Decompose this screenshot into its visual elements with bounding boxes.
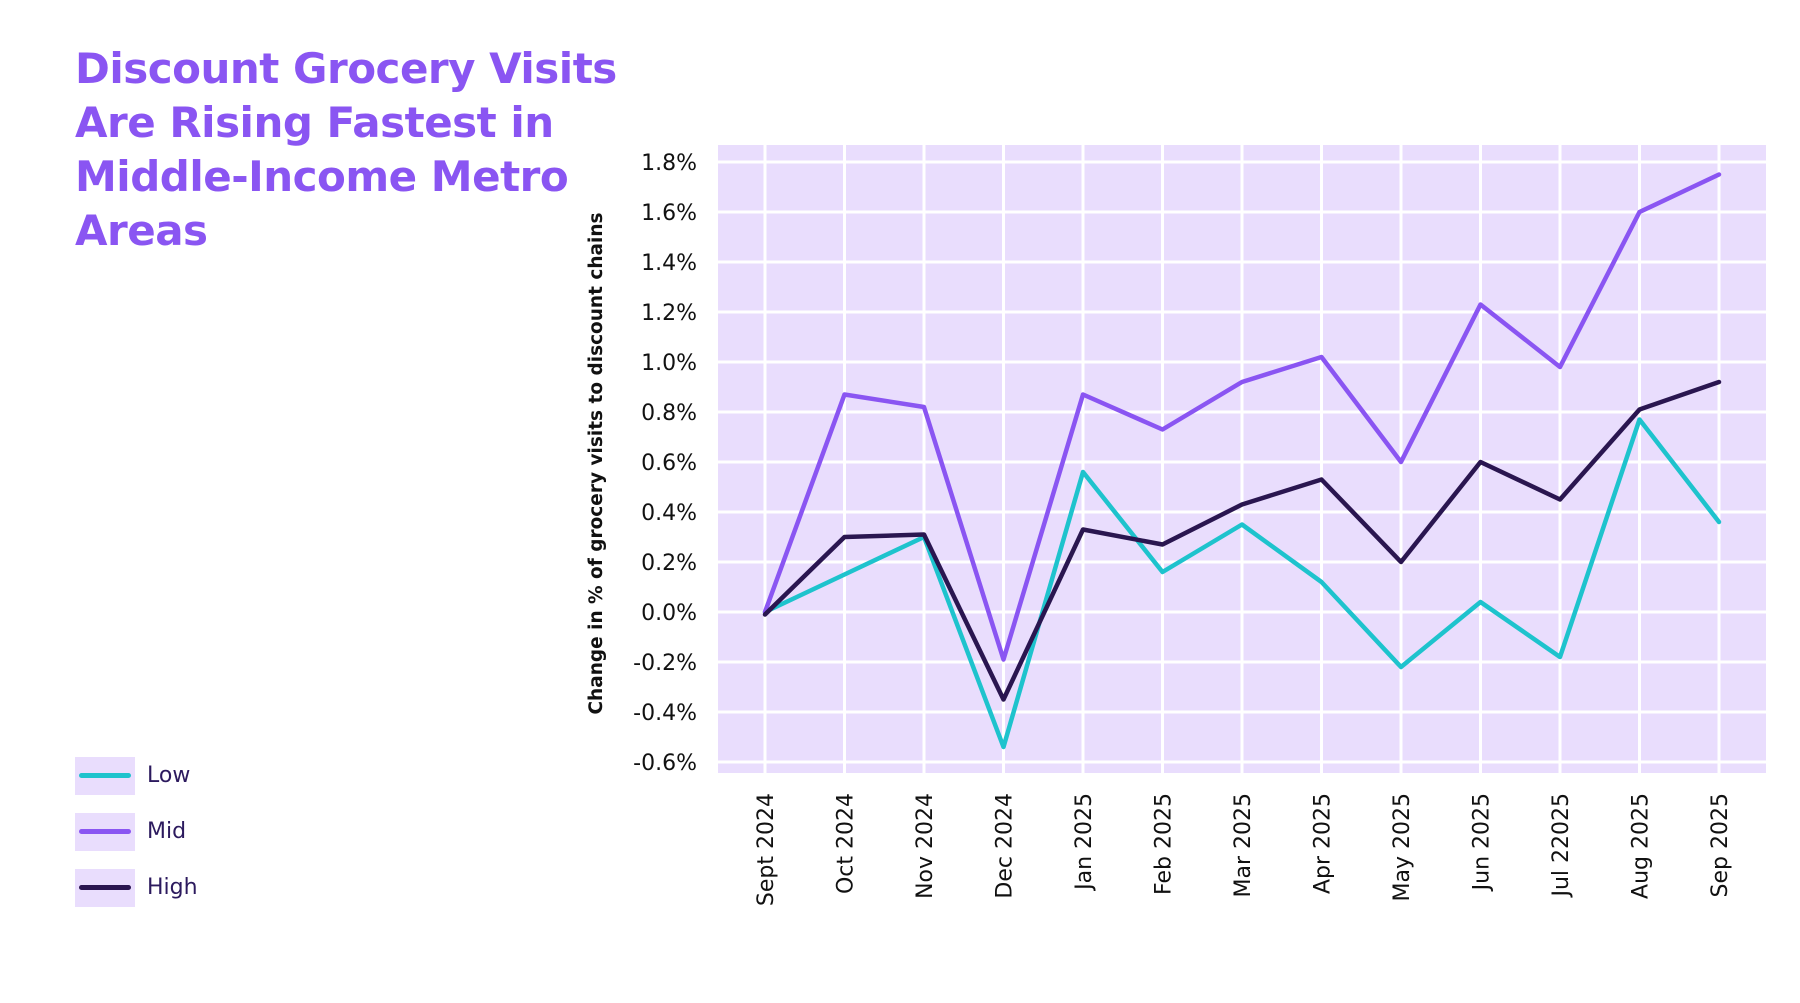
series-line-high: [762, 379, 1722, 702]
legend-line-marker: [79, 885, 131, 890]
y-tick-label: 0.0%: [641, 601, 697, 626]
y-tick-label: 1.4%: [641, 251, 697, 276]
series-line-mid: [762, 172, 1722, 662]
y-tick-label: -0.2%: [633, 651, 697, 676]
chart-title: Discount Grocery Visits Are Rising Faste…: [75, 44, 617, 255]
y-tick-label: 0.6%: [641, 451, 697, 476]
y-tick-label: -0.6%: [633, 751, 697, 776]
legend-label: High: [147, 875, 198, 900]
y-axis-ticks: -0.6% -0.4% -0.2% 0.0% 0.2% 0.4% 0.6% 0.8% 1.0% 1…: [633, 151, 697, 776]
y-tick-label: 0.2%: [641, 551, 697, 576]
x-tick-label: Aug 2025: [1629, 793, 1654, 899]
legend-label: Mid: [147, 819, 187, 844]
x-tick-label: Feb 2025: [1152, 793, 1177, 895]
legend-swatch: [75, 869, 135, 907]
x-tick-label: Jun 2025: [1470, 793, 1495, 892]
legend-item-high: High: [75, 869, 275, 907]
y-axis-label: Change in % of grocery visits to discoun…: [586, 212, 607, 714]
legend-label: Low: [147, 763, 191, 788]
x-axis-ticks: Sept 2024 Oct 2024 Nov 2024 Dec 2024 Jan 202…: [754, 793, 1733, 906]
y-tick-label: -0.4%: [633, 701, 697, 726]
x-tick-label: Jan 2025: [1072, 793, 1097, 892]
legend-swatch: [75, 813, 135, 851]
legend-swatch: [75, 757, 135, 795]
x-tick-label: Dec 2024: [993, 793, 1018, 899]
series-lines: [762, 172, 1722, 750]
y-tick-label: 1.2%: [641, 301, 697, 326]
x-tick-label: Nov 2024: [913, 793, 938, 899]
x-tick-label: May 2025: [1390, 793, 1415, 901]
y-tick-label: 1.6%: [641, 201, 697, 226]
x-tick-label: Sept 2024: [754, 793, 779, 906]
y-tick-label: 1.8%: [641, 151, 697, 176]
x-tick-label: Sep 2025: [1708, 793, 1733, 897]
x-tick-label: Apr 2025: [1311, 793, 1336, 894]
x-tick-label: Mar 2025: [1231, 793, 1256, 898]
legend-line-marker: [79, 773, 131, 778]
legend-item-mid: Mid: [75, 813, 275, 851]
y-tick-label: 1.0%: [641, 351, 697, 376]
x-tick-label: Oct 2024: [834, 793, 859, 894]
y-tick-label: 0.8%: [641, 401, 697, 426]
x-tick-label: Jul 22025: [1549, 793, 1574, 899]
legend-item-low: Low: [75, 757, 275, 795]
y-tick-label: 0.4%: [641, 501, 697, 526]
legend-line-marker: [79, 829, 131, 834]
